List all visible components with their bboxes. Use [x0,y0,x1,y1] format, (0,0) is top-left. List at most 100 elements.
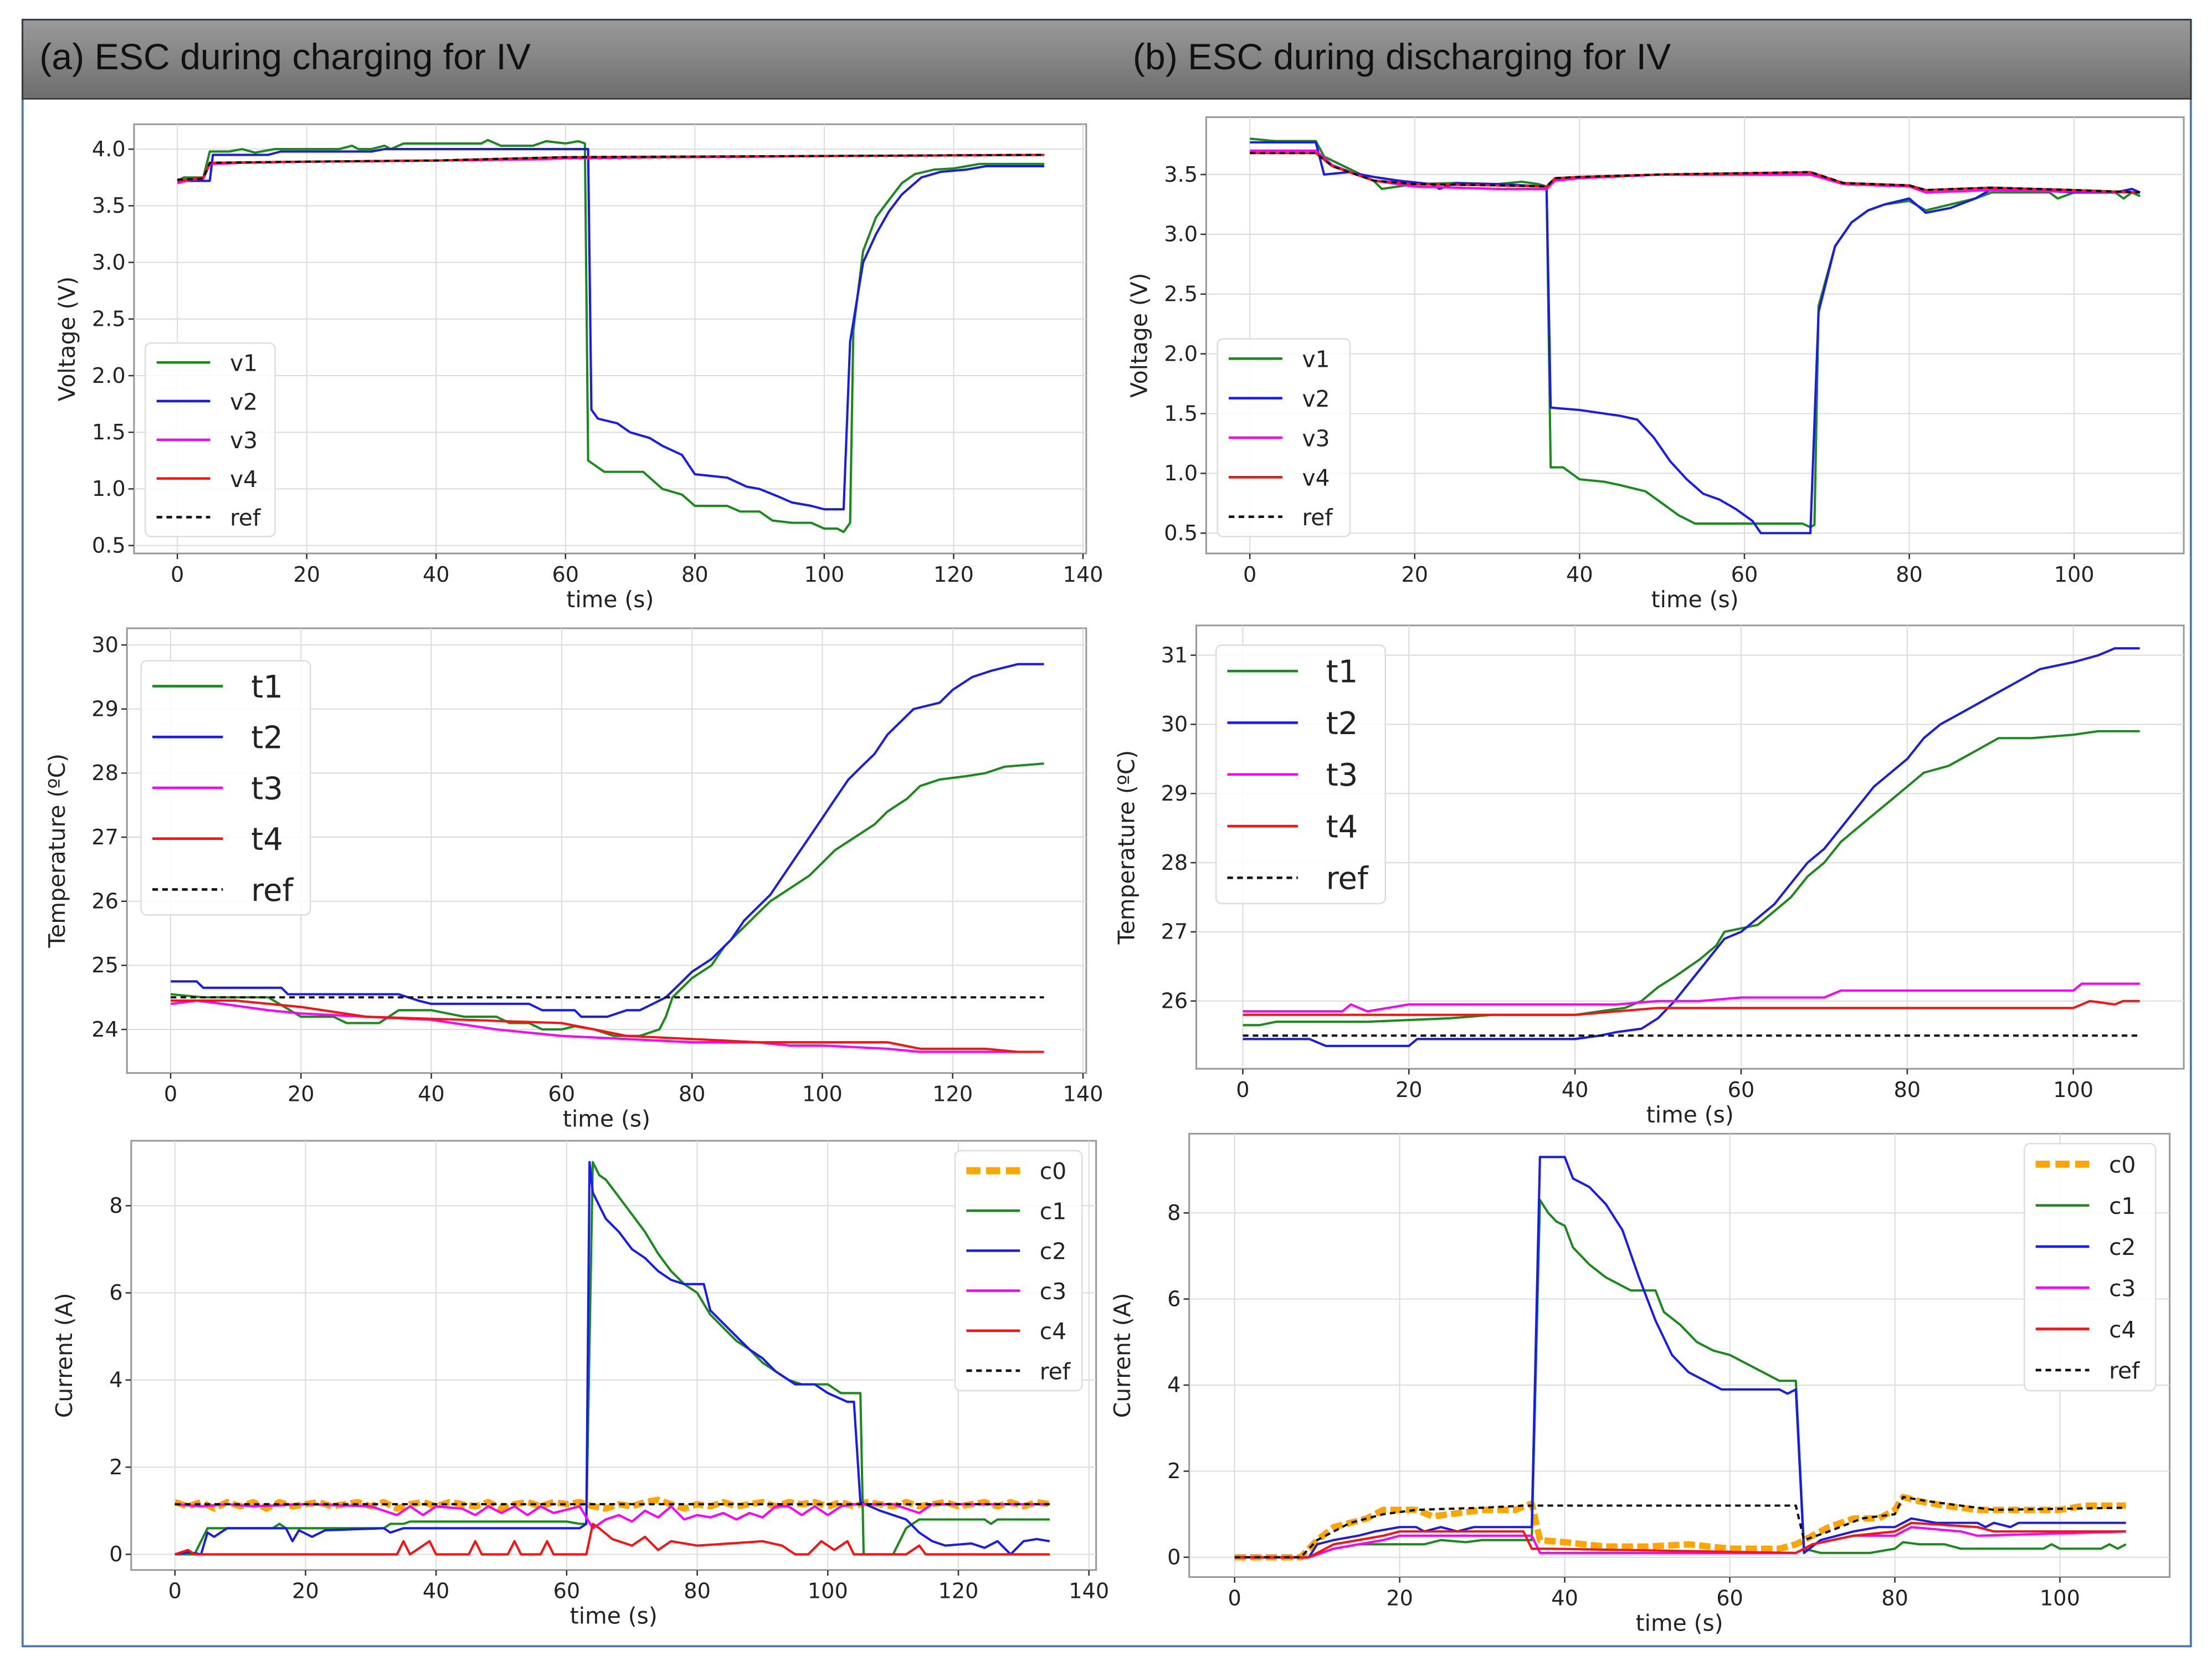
series-line-v1 [177,139,1044,534]
x-tick-label: 40 [1566,563,1593,587]
legend: t1 t2 t3 t4 ref [1215,644,1386,905]
x-tick-label: 60 [553,1580,581,1604]
y-tick-label: 0.5 [92,534,126,558]
y-tick-label: 30 [1161,712,1188,737]
y-tick-label: 25 [91,954,119,978]
plot-area [1188,1132,2171,1578]
series-line-t2 [171,663,1044,1018]
x-tick-label: 20 [292,1580,319,1604]
x-tick-label: 20 [288,1083,315,1107]
y-tick-label: 2.5 [92,307,126,332]
legend-label-c0: c0 [2109,1152,2136,1178]
y-tick-label: 0 [1167,1545,1181,1570]
x-tick-label: 80 [679,1083,706,1107]
chart-a-temperature: 0 20 40 60 80 100 120 140 24 25 26 27 28 29 30 time (s)… [44,627,1104,1132]
x-axis-label: time (s) [566,586,654,613]
x-tick-label: 100 [2053,1078,2093,1103]
y-tick-label: 2.5 [1164,283,1198,307]
legend-label-t4: t4 [251,822,283,858]
legend-label-ref: ref [230,505,261,531]
y-tick-label: 31 [1161,643,1188,668]
y-tick-label: 4.0 [92,137,126,162]
x-tick-label: 60 [1728,1078,1755,1103]
y-tick-label: 1.0 [92,477,126,501]
legend-label-c2: c2 [2109,1234,2136,1260]
y-tick-label: 3.5 [1164,163,1198,187]
y-tick-label: 3.0 [1164,223,1198,247]
legend-label-v3: v3 [230,427,258,454]
plot-area [133,123,1087,555]
legend-label-t1: t1 [251,669,283,705]
y-tick-label: 1.5 [1164,402,1198,426]
x-tick-label: 60 [552,563,579,587]
legend-label-t3: t3 [1326,757,1358,793]
x-tick-label: 80 [1894,1078,1921,1103]
series-line-c2 [175,1161,1050,1556]
series-line-t3 [170,999,1044,1053]
series-line-v1 [1250,137,2141,529]
y-tick-label: 2 [109,1455,122,1480]
x-tick-label: 140 [1063,1083,1104,1107]
y-axis-label: Current (A) [1109,1293,1136,1418]
series-line-c4 [175,1523,1050,1556]
x-tick-label: 0 [1228,1586,1241,1611]
legend-label-t4: t4 [1326,809,1358,845]
x-tick-label: 0 [1243,563,1256,587]
series-line-c4 [1234,1521,2126,1559]
x-tick-label: 120 [938,1580,979,1604]
legend-label-ref: ref [1326,861,1369,897]
x-tick-label: 60 [1731,563,1758,587]
x-axis-label: time (s) [1646,1101,1734,1128]
y-tick-label: 3.5 [92,194,126,218]
legend-label-c4: c4 [2109,1316,2136,1343]
series-line-v2 [177,148,1044,511]
y-tick-label: 27 [1161,920,1188,945]
legend: t1 t2 t3 t4 ref [140,660,311,916]
plot-area [130,1140,1097,1571]
x-tick-label: 0 [168,1580,182,1604]
series-line-c1 [1234,1198,2127,1559]
x-tick-label: 20 [1386,1586,1413,1611]
series-line-ref [1234,1495,2126,1559]
y-tick-label: 1.0 [1164,462,1198,486]
y-axis-label: Current (A) [51,1293,78,1418]
chart-b-temperature: 0 20 40 60 80 100 26 27 28 29 30 31 time (s) Temperat… [1113,624,2185,1128]
panel-a-title: (a) ESC during charging for IV [39,37,531,78]
y-tick-label: 29 [1161,782,1188,806]
x-tick-label: 40 [1551,1586,1578,1611]
x-tick-label: 100 [808,1580,848,1604]
y-tick-label: 1.5 [92,421,126,445]
x-tick-label: 100 [802,1083,843,1107]
legend-label-c3: c3 [1040,1278,1066,1305]
series-line-t1 [170,762,1044,1037]
y-tick-label: 2.0 [92,364,126,388]
y-tick-label: 2.0 [1164,342,1198,366]
legend-label-t1: t1 [1326,654,1358,690]
chart-b-current: 0 20 40 60 80 100 0 2 4 6 8 time (s) Current (A) c0 c1… [1109,1132,2171,1636]
legend: c0 c1 c2 c3 c4 ref [954,1150,1083,1392]
legend-label-ref: ref [1302,504,1333,531]
y-tick-label: 3.0 [92,250,126,275]
y-tick-label: 30 [91,633,119,658]
legend-label-t3: t3 [251,771,283,807]
series-line-ref [177,153,1044,181]
y-axis-label: Voltage (V) [1126,273,1152,398]
header-band [22,19,2192,100]
x-tick-label: 40 [1562,1078,1589,1103]
legend-label-v1: v1 [230,350,258,376]
legend-label-v4: v4 [1302,465,1330,491]
x-tick-label: 20 [293,563,320,587]
x-tick-label: 60 [548,1083,576,1107]
y-tick-label: 6 [1167,1287,1181,1311]
series-line-c3 [1234,1526,2126,1559]
y-tick-label: 24 [91,1018,119,1042]
y-tick-label: 4 [1167,1373,1181,1398]
x-tick-label: 0 [171,563,184,587]
x-tick-label: 20 [1395,1078,1423,1103]
x-tick-label: 140 [1069,1580,1109,1604]
x-tick-label: 100 [2040,1586,2080,1611]
legend-label-c1: c1 [2109,1193,2136,1219]
y-axis-label: Temperature (ºC) [44,753,70,949]
series-line-c2 [1234,1156,2126,1559]
